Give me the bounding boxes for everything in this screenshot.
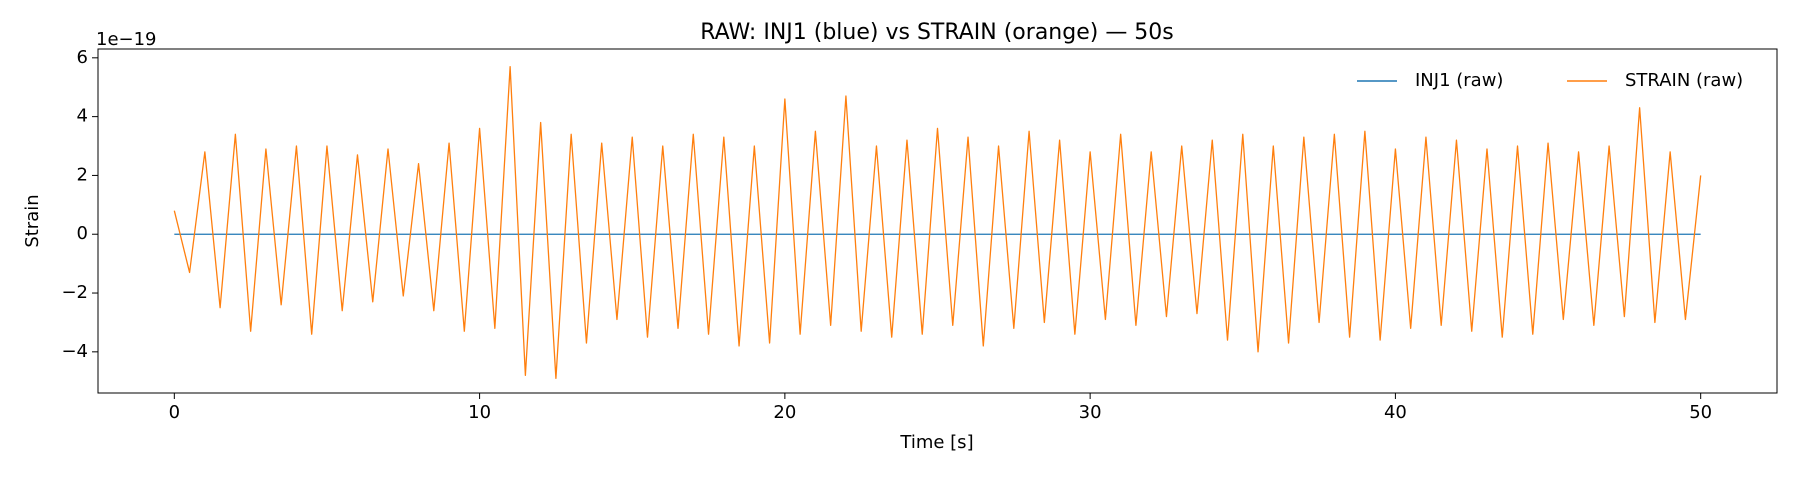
chart-title: RAW: INJ1 (blue) vs STRAIN (orange) — 50… bbox=[700, 20, 1174, 45]
y-tick-label: 4 bbox=[77, 106, 88, 127]
y-tick-label: 6 bbox=[77, 47, 88, 68]
y-offset-label: 1e−19 bbox=[96, 29, 157, 50]
legend-label: INJ1 (raw) bbox=[1415, 70, 1503, 91]
x-tick-label: 40 bbox=[1384, 402, 1407, 423]
y-tick-label: −4 bbox=[61, 341, 88, 362]
y-axis-label: Strain bbox=[22, 194, 43, 247]
y-tick-label: 0 bbox=[77, 223, 88, 244]
x-tick-label: 10 bbox=[468, 402, 491, 423]
legend-label: STRAIN (raw) bbox=[1625, 70, 1743, 91]
x-tick-label: 30 bbox=[1079, 402, 1102, 423]
series-line bbox=[173, 65, 1702, 379]
y-tick-label: 2 bbox=[77, 164, 88, 185]
x-axis-label: Time [s] bbox=[899, 432, 973, 453]
x-tick-label: 20 bbox=[773, 402, 796, 423]
x-tick-label: 50 bbox=[1689, 402, 1712, 423]
x-tick-label: 0 bbox=[169, 402, 180, 423]
plot-frame bbox=[97, 48, 1778, 394]
y-tick-label: −2 bbox=[61, 282, 88, 303]
